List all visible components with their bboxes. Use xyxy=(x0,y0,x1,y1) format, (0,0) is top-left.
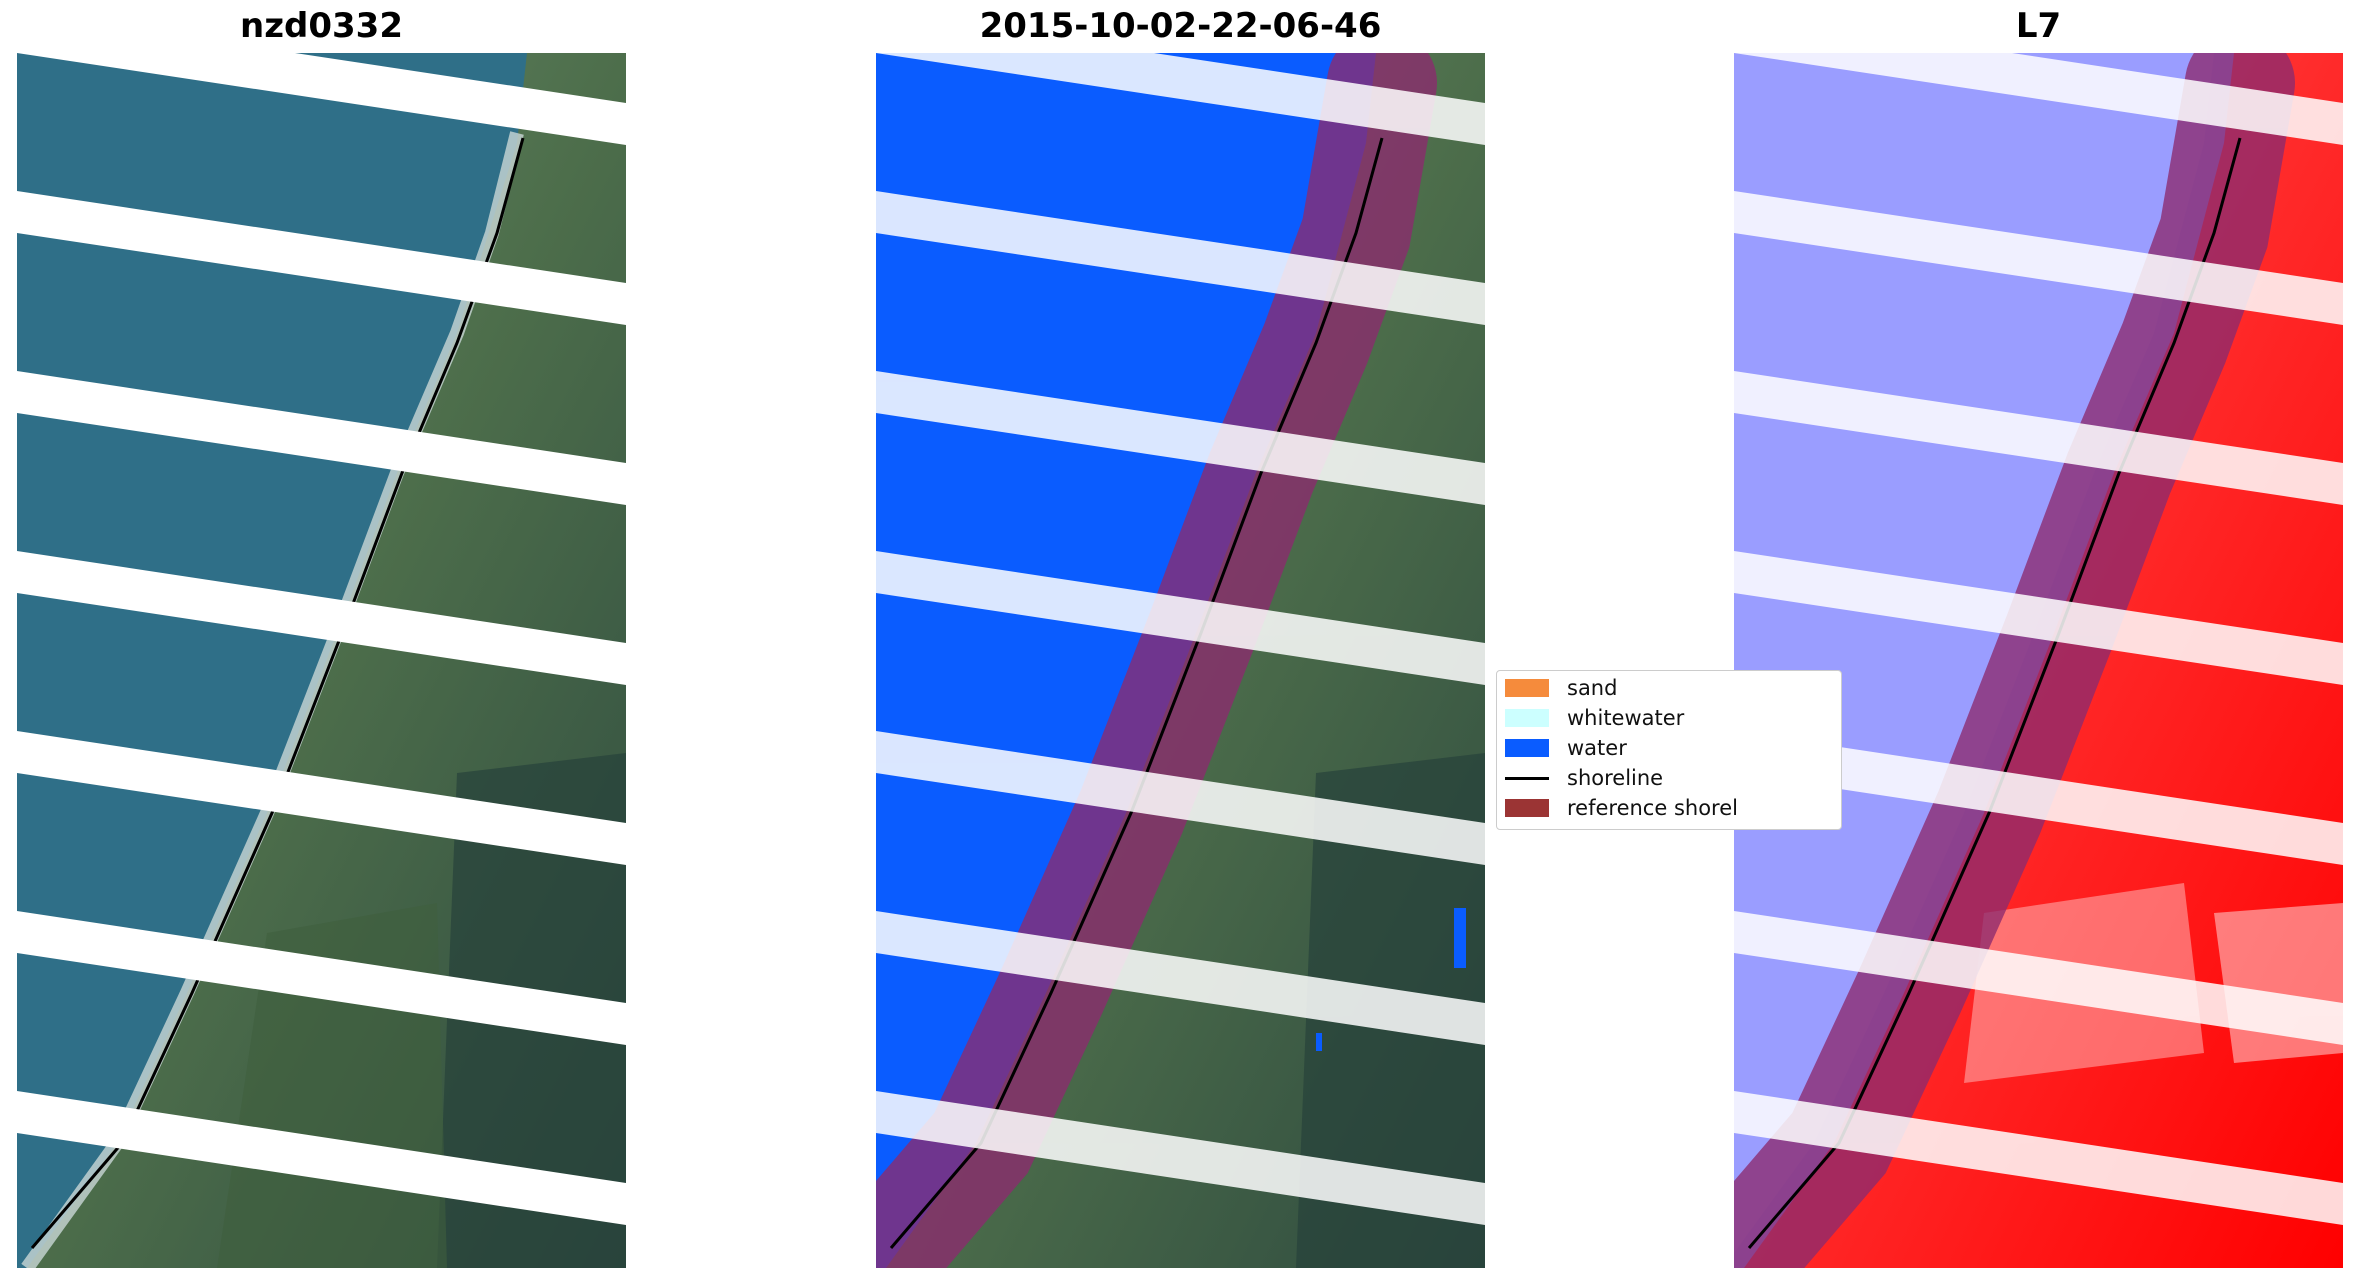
rgb-image-panel xyxy=(17,53,626,1268)
panel-title-rgb: nzd0332 xyxy=(240,6,403,46)
reference-shoreline-swatch xyxy=(1505,799,1549,817)
panel-title-ndwi: L7 xyxy=(2015,6,2062,46)
classification-scene xyxy=(876,53,1485,1268)
nodata-stripes xyxy=(876,53,1485,1225)
legend-label: whitewater xyxy=(1567,706,1685,730)
legend-label: sand xyxy=(1567,676,1618,700)
legend-item-whitewater: whitewater xyxy=(1505,703,1684,733)
legend-label: shoreline xyxy=(1567,766,1664,790)
ndwi-scene xyxy=(1734,53,2343,1268)
legend-item-reference-shoreline: reference shorel xyxy=(1505,793,1738,823)
classification-panel xyxy=(876,53,1485,1268)
legend: sand whitewater water shoreline referenc… xyxy=(1496,670,1842,830)
shoreline-swatch xyxy=(1505,776,1549,780)
legend-item-shoreline: shoreline xyxy=(1505,763,1663,793)
water-swatch xyxy=(1505,739,1549,757)
legend-item-sand: sand xyxy=(1505,673,1617,703)
whitewater-swatch xyxy=(1505,709,1549,727)
legend-label: water xyxy=(1567,736,1627,760)
rgb-scene xyxy=(17,53,626,1268)
legend-item-water: water xyxy=(1505,733,1627,763)
ndwi-panel xyxy=(1734,53,2343,1268)
nodata-stripes xyxy=(17,53,626,1225)
panel-title-classification: 2015-10-02-22-06-46 xyxy=(979,6,1382,46)
sand-swatch xyxy=(1505,679,1549,697)
legend-label: reference shorel xyxy=(1567,796,1738,820)
nodata-stripes xyxy=(1734,53,2343,1225)
